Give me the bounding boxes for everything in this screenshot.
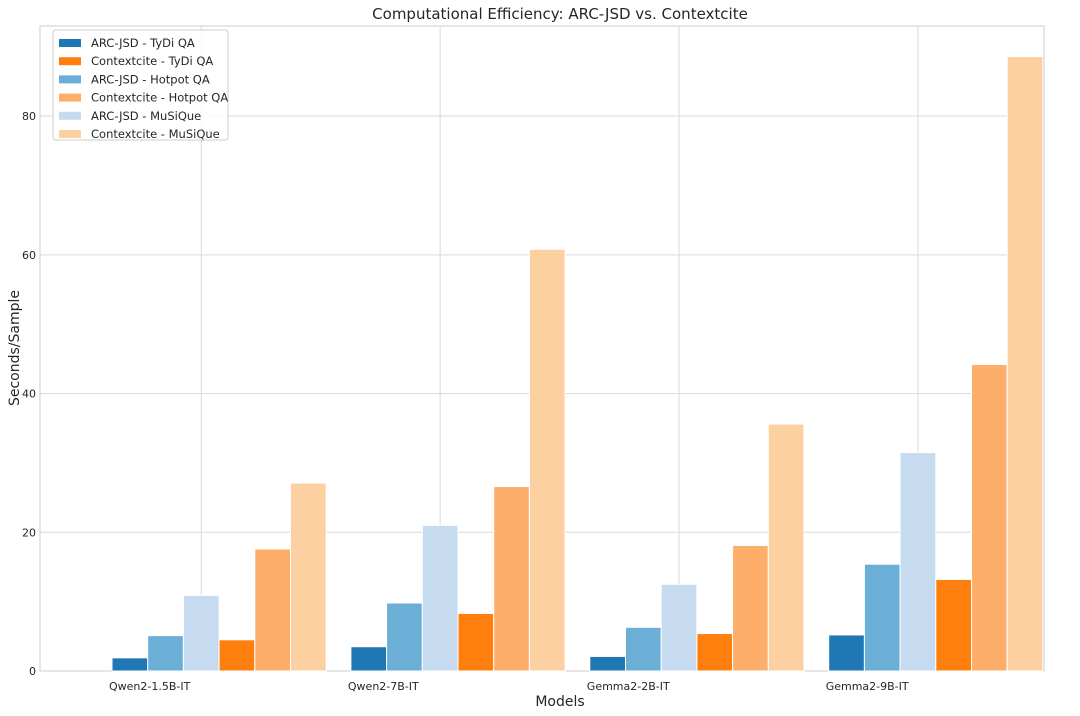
y-tick-label: 0 [29, 665, 36, 678]
legend-entry: ARC-JSD - MuSiQue [91, 109, 201, 123]
bar-Qwen2-7B-IT-ARC-JSD---MuSiQue [421, 524, 459, 672]
legend-box [52, 29, 229, 141]
bar-Gemma2-9B-IT-ARC-JSD---MuSiQue [899, 452, 937, 672]
bar-Qwen2-7B-IT-Contextcite---Hotpot-QA [493, 486, 530, 672]
y-tick-label: 40 [22, 388, 36, 401]
bar-Qwen2-7B-IT-Contextcite---MuSiQue [528, 248, 566, 672]
x-tick-label: Qwen2-1.5B-IT [109, 680, 191, 693]
bar-Qwen2-7B-IT-Contextcite---TyDi-QA [457, 612, 495, 672]
bar-Gemma2-9B-IT-Contextcite---TyDi-QA [935, 578, 972, 672]
legend-entry: Contextcite - TyDi QA [91, 54, 213, 68]
legend-swatch [59, 75, 81, 84]
bar-Gemma2-2B-IT-Contextcite---MuSiQue [767, 423, 805, 672]
bar-Qwen2-1.5B-IT-Contextcite---TyDi-QA [218, 639, 256, 672]
chart-title: Computational Efficiency: ARC-JSD vs. Co… [372, 5, 748, 23]
x-axis-ticks: Qwen2-1.5B-IT Qwen2-7B-IT Gemma2-2B-IT Gemm… [109, 680, 909, 693]
legend-swatch [59, 130, 81, 138]
bar-Qwen2-7B-IT-ARC-JSD---TyDi-QA [350, 646, 388, 672]
y-tick-label: 20 [22, 526, 36, 539]
bar-Gemma2-9B-IT-ARC-JSD---Hotpot-QA [863, 563, 901, 672]
x-tick-label: Gemma2-9B-IT [826, 680, 909, 693]
bar-Gemma2-2B-IT-ARC-JSD---Hotpot-QA [625, 626, 662, 672]
legend-swatch [59, 93, 81, 102]
legend-entry: Contextcite - MuSiQue [91, 127, 220, 141]
legend-entry: ARC-JSD - Hotpot QA [91, 72, 210, 86]
y-axis-label: Seconds/Sample [7, 290, 23, 406]
bar-Qwen2-7B-IT-ARC-JSD---Hotpot-QA [386, 602, 423, 672]
legend-swatch [59, 111, 81, 120]
y-tick-label: 80 [22, 110, 36, 123]
bar-Qwen2-1.5B-IT-Contextcite---Hotpot-QA [254, 548, 292, 672]
legend-entry: ARC-JSD - TyDi QA [91, 36, 195, 50]
legend-swatch [59, 57, 81, 66]
bar-Gemma2-2B-IT-ARC-JSD---MuSiQue [660, 583, 698, 672]
bar-Qwen2-1.5B-IT-ARC-JSD---TyDi-QA [111, 657, 149, 672]
x-axis-label: Models [535, 694, 584, 710]
legend-swatch [59, 39, 81, 47]
bar-Gemma2-9B-IT-ARC-JSD---TyDi-QA [828, 634, 865, 672]
bar-Gemma2-2B-IT-ARC-JSD---TyDi-QA [589, 655, 626, 672]
legend: ARC-JSD - TyDi QA Contextcite - TyDi QA AR… [52, 29, 229, 141]
y-axis-ticks: 0 20 40 60 80 [22, 110, 36, 678]
x-tick-label: Qwen2-7B-IT [348, 680, 419, 693]
bar-Qwen2-1.5B-IT-Contextcite---MuSiQue [290, 482, 327, 672]
bar-Qwen2-1.5B-IT-ARC-JSD---MuSiQue [182, 594, 220, 672]
bar-Gemma2-9B-IT-Contextcite---MuSiQue [1006, 56, 1044, 672]
x-tick-label: Gemma2-2B-IT [587, 680, 670, 693]
bar-Qwen2-1.5B-IT-ARC-JSD---Hotpot-QA [147, 635, 184, 672]
bars [111, 56, 1044, 672]
bar-Gemma2-2B-IT-Contextcite---Hotpot-QA [732, 544, 769, 672]
y-tick-label: 60 [22, 249, 36, 262]
legend-entry: Contextcite - Hotpot QA [91, 91, 228, 105]
bar-Gemma2-9B-IT-Contextcite---Hotpot-QA [971, 363, 1008, 672]
bar-Gemma2-2B-IT-Contextcite---TyDi-QA [696, 633, 734, 672]
